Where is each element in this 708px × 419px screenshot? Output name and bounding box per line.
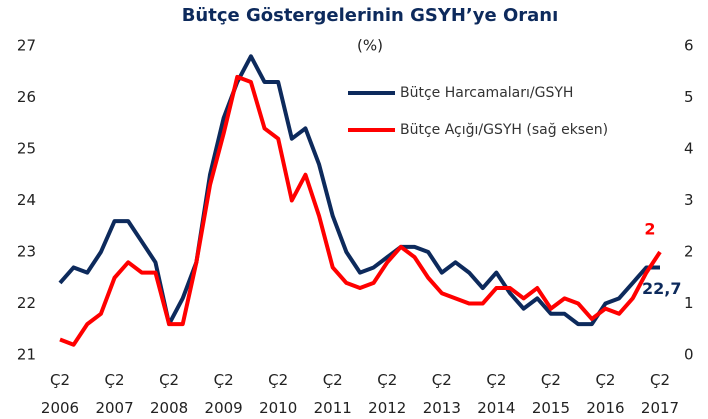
y-tick-label: 22 bbox=[17, 294, 36, 312]
y-tick-label: 21 bbox=[17, 346, 36, 364]
series-line bbox=[59, 74, 662, 347]
y-tick-label: 26 bbox=[17, 88, 36, 106]
x-tick-label: Ç2 2009 bbox=[205, 371, 243, 417]
x-tick-label: Ç2 2017 bbox=[641, 371, 679, 417]
y2-tick-label: 3 bbox=[684, 191, 694, 209]
legend-label: Bütçe Açığı/GSYH (sağ eksen) bbox=[400, 122, 608, 138]
x-tick-label: Ç2 2014 bbox=[477, 371, 515, 417]
chart-title: Bütçe Göstergelerinin GSYH’ye Oranı bbox=[182, 5, 559, 26]
y2-tick-label: 6 bbox=[684, 37, 694, 55]
y2-tick-label: 0 bbox=[684, 346, 694, 364]
data-label: 2 bbox=[644, 220, 655, 239]
x-tick-label: Ç2 2012 bbox=[368, 371, 406, 417]
x-tick-label: Ç2 2006 bbox=[41, 371, 79, 417]
y2-tick-label: 1 bbox=[684, 294, 694, 312]
data-label: 22,7 bbox=[642, 279, 681, 298]
x-tick-label: Ç2 2008 bbox=[150, 371, 188, 417]
y-tick-label: 23 bbox=[17, 243, 36, 261]
x-tick-label: Ç2 2015 bbox=[532, 371, 570, 417]
x-tick-label: Ç2 2010 bbox=[259, 371, 297, 417]
chart-subtitle: (%) bbox=[357, 37, 383, 55]
y2-tick-label: 5 bbox=[684, 88, 694, 106]
x-tick-label: Ç2 2016 bbox=[586, 371, 624, 417]
x-tick-label: Ç2 2007 bbox=[95, 371, 133, 417]
y-tick-label: 27 bbox=[17, 37, 36, 55]
y-tick-label: 25 bbox=[17, 140, 36, 158]
y2-tick-label: 4 bbox=[684, 140, 694, 158]
x-tick-label: Ç2 2013 bbox=[423, 371, 461, 417]
y-tick-label: 24 bbox=[17, 191, 36, 209]
legend-label: Bütçe Harcamaları/GSYH bbox=[400, 85, 573, 101]
x-tick-label: Ç2 2011 bbox=[314, 371, 352, 417]
y2-tick-label: 2 bbox=[684, 243, 694, 261]
